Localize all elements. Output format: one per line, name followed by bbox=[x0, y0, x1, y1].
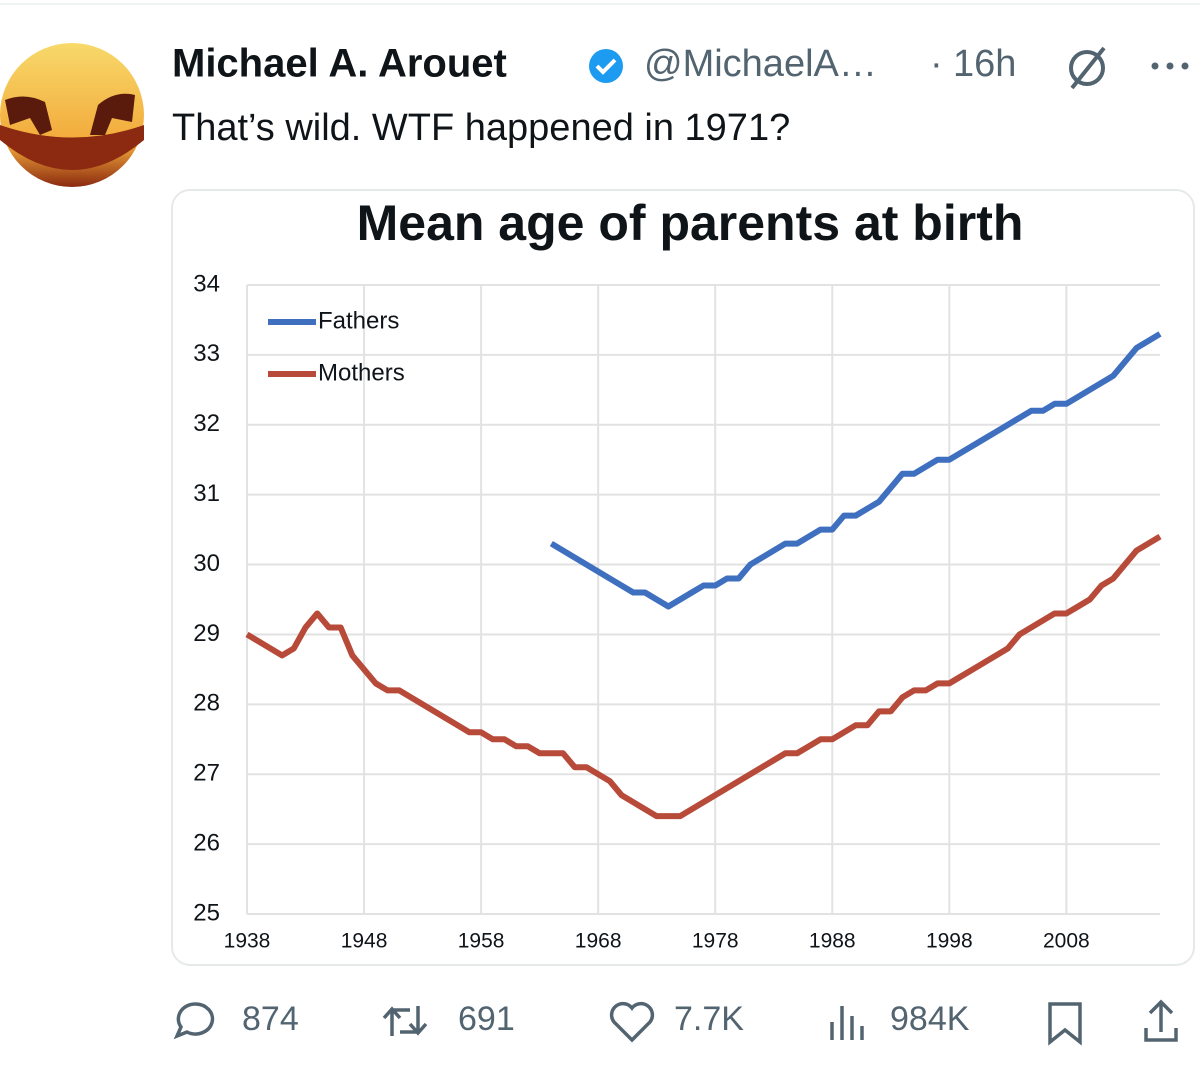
x-tick-label: 1948 bbox=[341, 930, 388, 953]
legend-label: Fathers bbox=[318, 307, 399, 334]
separator: · bbox=[930, 43, 943, 85]
reply-icon[interactable] bbox=[173, 1002, 215, 1040]
like-count: 7.7K bbox=[674, 1000, 744, 1038]
series-line bbox=[245, 534, 1162, 820]
chart: Mean age of parents at birth 25 26 27 28 29 3… bbox=[193, 195, 1162, 953]
x-tick-label: 2008 bbox=[1043, 930, 1090, 953]
views-icon[interactable] bbox=[830, 1006, 864, 1040]
y-tick-label: 31 bbox=[193, 480, 220, 507]
y-tick-label: 34 bbox=[193, 270, 220, 297]
x-tick-label: 1958 bbox=[458, 930, 505, 953]
repost-count: 691 bbox=[458, 1000, 515, 1038]
grok-icon[interactable] bbox=[1069, 46, 1106, 90]
x-tick-label: 1998 bbox=[926, 930, 973, 953]
y-tick-label: 29 bbox=[193, 620, 220, 647]
x-tick-label: 1938 bbox=[224, 930, 271, 953]
y-tick-label: 25 bbox=[193, 899, 220, 926]
media-card[interactable] bbox=[171, 189, 1195, 966]
y-tick-label: 32 bbox=[193, 410, 220, 437]
y-tick-label: 26 bbox=[193, 829, 220, 856]
author-handle[interactable]: @MichaelA… bbox=[644, 43, 877, 85]
reply-count: 874 bbox=[242, 1000, 299, 1038]
legend-label: Mothers bbox=[318, 359, 405, 386]
avatar[interactable] bbox=[0, 43, 144, 187]
bookmark-icon[interactable] bbox=[1048, 1002, 1082, 1046]
x-tick-label: 1988 bbox=[809, 930, 856, 953]
y-tick-label: 33 bbox=[193, 340, 220, 367]
author-name[interactable]: Michael A. Arouet bbox=[172, 42, 507, 86]
tweet-text: That’s wild. WTF happened in 1971? bbox=[172, 107, 790, 149]
y-tick-label: 30 bbox=[193, 550, 220, 577]
share-icon[interactable] bbox=[1144, 999, 1178, 1042]
x-tick-label: 1968 bbox=[575, 930, 622, 953]
repost-icon[interactable] bbox=[382, 1006, 428, 1036]
more-menu[interactable] bbox=[1151, 62, 1189, 70]
timestamp[interactable]: 16h bbox=[953, 43, 1016, 85]
x-tick-label: 1978 bbox=[692, 930, 739, 953]
y-tick-label: 27 bbox=[193, 760, 220, 787]
action-bar: 874 691 7.7K 984K bbox=[173, 999, 1178, 1046]
y-tick-label: 28 bbox=[193, 690, 220, 717]
verified-badge bbox=[589, 49, 623, 83]
views-count: 984K bbox=[890, 1000, 970, 1038]
like-icon[interactable] bbox=[609, 1001, 655, 1043]
series-line bbox=[549, 331, 1162, 610]
chart-title: Mean age of parents at birth bbox=[357, 195, 1024, 251]
